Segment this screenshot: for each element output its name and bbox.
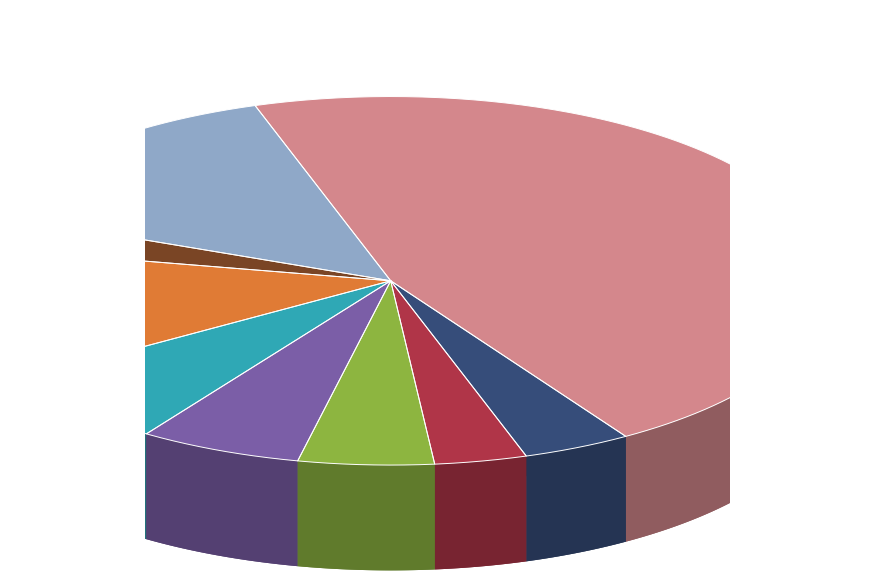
Polygon shape [0, 281, 20, 485]
Polygon shape [146, 281, 391, 539]
Polygon shape [298, 461, 435, 570]
Polygon shape [146, 281, 391, 539]
Polygon shape [435, 456, 526, 569]
Polygon shape [146, 281, 391, 461]
Polygon shape [626, 283, 830, 542]
Polygon shape [20, 281, 391, 434]
Polygon shape [146, 434, 298, 566]
Polygon shape [20, 281, 391, 485]
Polygon shape [391, 281, 626, 456]
Polygon shape [435, 456, 526, 569]
Polygon shape [298, 281, 391, 566]
Polygon shape [298, 461, 435, 570]
Polygon shape [391, 281, 526, 562]
Polygon shape [255, 97, 829, 436]
Polygon shape [391, 281, 435, 569]
Polygon shape [298, 281, 435, 465]
Polygon shape [526, 436, 626, 562]
Polygon shape [391, 281, 626, 542]
Polygon shape [20, 380, 146, 539]
Polygon shape [391, 281, 626, 542]
Polygon shape [0, 105, 391, 281]
Polygon shape [0, 246, 391, 380]
Polygon shape [391, 281, 526, 562]
Polygon shape [20, 281, 391, 485]
Polygon shape [391, 281, 526, 464]
Polygon shape [146, 434, 298, 566]
Polygon shape [626, 272, 830, 542]
Polygon shape [0, 213, 391, 281]
Polygon shape [0, 271, 20, 485]
Polygon shape [526, 436, 626, 562]
Polygon shape [20, 380, 146, 539]
Polygon shape [298, 281, 391, 566]
Polygon shape [391, 281, 435, 569]
